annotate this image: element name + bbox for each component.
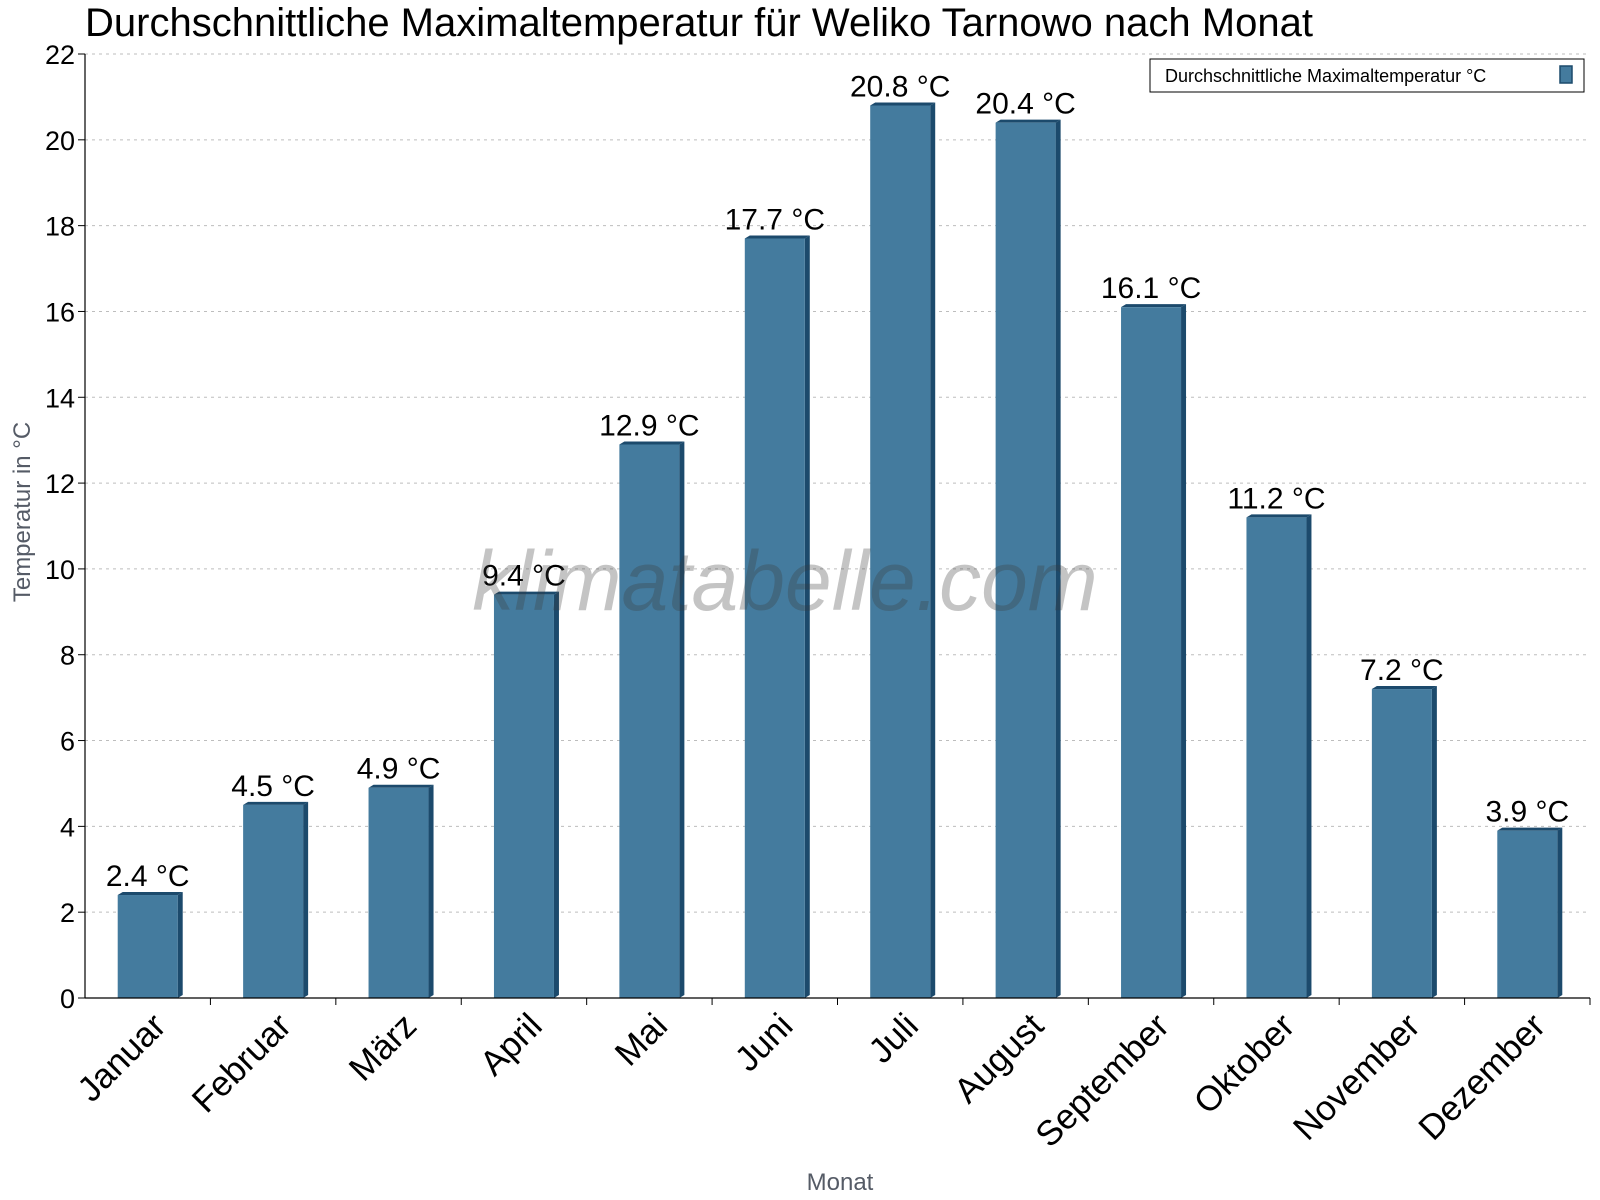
bar-front [117,895,178,998]
value-labels: 2.4 °C 4.5 °C 4.9 °C 9.4 °C 12.9 °C 17.7 °C 20… [106,70,1569,893]
y-tick-label: 16 [45,297,75,327]
y-tick-label: 2 [60,898,75,928]
bar [995,119,1061,999]
bar [243,801,309,998]
y-tick-label: 6 [60,727,75,757]
data-label: 16.1 °C [1101,272,1201,305]
data-label: 20.4 °C [975,88,1075,121]
bar-front [493,594,554,998]
bar-front [243,804,304,998]
chart-title: Durchschnittliche Maximaltemperatur für … [85,1,1313,45]
bar-top [1121,304,1187,308]
x-axis-title: Monat [807,1169,874,1196]
x-tick-label: Januar [70,1006,173,1109]
bar-top [1497,827,1563,831]
data-label: 9.4 °C [482,560,566,593]
bar-front [1246,517,1307,998]
bar-front [1371,689,1432,998]
y-tick-label: 8 [60,641,75,671]
data-label: 20.8 °C [850,70,950,103]
bars [117,102,1563,999]
bar-top [744,235,810,239]
bar-side [1557,827,1563,998]
x-tick-label: November [1286,1006,1428,1148]
bar [117,892,183,998]
y-tick-label: 12 [45,469,75,499]
bar-top [117,892,183,896]
legend-box [1149,58,1585,93]
bar [493,591,559,998]
bar-front [995,122,1056,999]
data-label: 12.9 °C [599,409,699,442]
x-tick-label: Februar [185,1006,299,1120]
bar-front [368,787,429,998]
data-label: 11.2 °C [1227,482,1325,515]
x-tick-label: April [473,1006,550,1083]
bar-front [619,444,680,998]
watermark: klimatabelle.com [472,534,1098,628]
y-tick-label: 4 [60,812,75,842]
y-tick-label: 22 [45,40,75,70]
y-axis-title: Temperatur in °C [9,422,36,602]
grid-lines [85,53,1590,913]
bar [1121,304,1187,998]
bar [870,102,936,998]
x-tick-label: März [342,1006,425,1089]
bar-top [870,102,936,106]
y-tick-label: 18 [45,212,75,242]
bar-top [995,119,1061,123]
y-tick-label: 0 [60,984,75,1014]
bar [368,784,434,998]
x-tick-label: Juli [861,1006,926,1071]
bar-top [1246,514,1312,518]
y-tick-label: 14 [45,383,75,413]
x-tick-label: Oktober [1187,1006,1303,1122]
data-label: 4.9 °C [357,753,441,786]
bar [1371,686,1437,998]
x-tick-label: Mai [608,1006,675,1073]
bar-side [428,784,434,998]
bar-side [1431,686,1437,998]
x-tick-label: August [947,1006,1052,1111]
data-label: 2.4 °C [106,860,190,893]
x-tick-label: Juni [727,1006,800,1079]
bar-front [1121,307,1182,998]
data-label: 4.5 °C [231,770,315,803]
y-tick-label: 20 [45,126,75,156]
x-tick-label: September [1028,1006,1177,1155]
bar-front [744,238,805,998]
bar-side [1306,514,1312,998]
bar-side [303,801,309,998]
data-label: 3.9 °C [1485,796,1569,829]
bar-top [493,591,559,595]
legend-label: Durchschnittliche Maximaltemperatur °C [1165,66,1486,86]
data-label: 7.2 °C [1360,654,1444,687]
bar [1497,827,1563,998]
x-axis-ticks: Januar Februar März April Mai Juni Juli AugustS… [70,998,1591,1155]
bar-side [1055,119,1061,999]
x-tick-label: Dezember [1411,1006,1553,1148]
bar-side [930,102,936,998]
legend: Durchschnittliche Maximaltemperatur °C [1149,58,1585,93]
y-axis-ticks: 0 2 4 6 8 10 12 14 16 18 20 22 [45,40,85,1014]
bar-top [243,801,309,805]
bar [619,441,685,998]
legend-swatch [1559,65,1573,84]
bar-side [804,235,810,998]
bar-side [1181,304,1187,998]
bar-top [368,784,434,788]
bar-top [619,441,685,445]
data-label: 17.7 °C [725,204,825,237]
axes [84,54,1590,999]
bar-side [553,591,559,998]
bar [1246,514,1312,998]
bar-side [177,892,183,998]
bar [744,235,810,998]
bar-front [870,105,931,998]
bar-side [679,441,685,998]
y-tick-label: 10 [45,555,75,585]
bar-top [1371,686,1437,690]
bar-front [1497,830,1558,998]
